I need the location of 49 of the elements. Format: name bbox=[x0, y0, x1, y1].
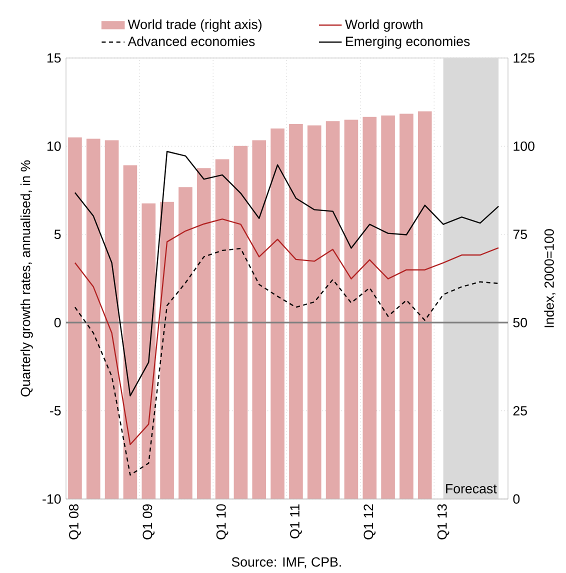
bar bbox=[123, 165, 138, 499]
legend-label: Advanced economies bbox=[128, 36, 255, 46]
bar bbox=[400, 114, 414, 499]
y2-tick-label: 100 bbox=[514, 141, 534, 151]
y-tick-label: 0 bbox=[54, 318, 61, 328]
x-tick-label: Q1 13 bbox=[437, 504, 450, 540]
bar bbox=[307, 125, 322, 499]
y-tick-label: -10 bbox=[42, 494, 61, 504]
y2-tick-label: 0 bbox=[513, 494, 520, 504]
bar bbox=[252, 140, 266, 499]
y2-axis-title: Index, 2000=100 bbox=[544, 229, 556, 328]
source-note: Source: IMF, CPB. bbox=[232, 557, 341, 568]
legend-label: World growth bbox=[345, 19, 422, 32]
y-tick-label: 10 bbox=[47, 141, 61, 151]
band-label: Forecast bbox=[446, 484, 497, 494]
bar bbox=[418, 111, 432, 499]
x-tick-label: Q1 10 bbox=[216, 504, 228, 540]
line-series bbox=[74, 150, 500, 396]
bar bbox=[270, 128, 284, 499]
bar bbox=[86, 138, 100, 499]
x-tick-label: Q1 11 bbox=[290, 504, 302, 538]
y2-tick-label: 50 bbox=[513, 318, 528, 328]
y-tick-label: 15 bbox=[47, 53, 61, 63]
bar bbox=[104, 140, 119, 499]
line-series bbox=[74, 218, 500, 446]
x-tick-label: Q1 09 bbox=[142, 504, 155, 540]
bar bbox=[160, 202, 174, 499]
bar bbox=[289, 124, 303, 499]
bar bbox=[344, 120, 358, 499]
y-tick-label: 5 bbox=[54, 230, 61, 240]
bar bbox=[234, 146, 248, 499]
bar bbox=[326, 121, 340, 499]
bar bbox=[381, 115, 395, 499]
bar bbox=[362, 116, 377, 499]
bar bbox=[215, 159, 230, 499]
bar bbox=[178, 187, 192, 499]
legend-label: World trade (right axis) bbox=[128, 19, 262, 32]
y-tick-label: -5 bbox=[50, 406, 61, 416]
y2-tick-label: 25 bbox=[513, 406, 527, 416]
bar bbox=[142, 203, 156, 499]
y-axis-title: Quarterly growth rates, annualised, in % bbox=[20, 160, 33, 396]
line-series bbox=[74, 248, 500, 476]
x-tick-label: Q1 12 bbox=[364, 504, 376, 540]
y2-tick-label: 75 bbox=[513, 230, 527, 240]
x-tick-label: Q1 08 bbox=[69, 504, 81, 540]
bar bbox=[68, 137, 82, 499]
legend-label: Emerging economies bbox=[346, 36, 470, 49]
y2-tick-label: 125 bbox=[514, 53, 534, 63]
bar bbox=[196, 168, 211, 499]
